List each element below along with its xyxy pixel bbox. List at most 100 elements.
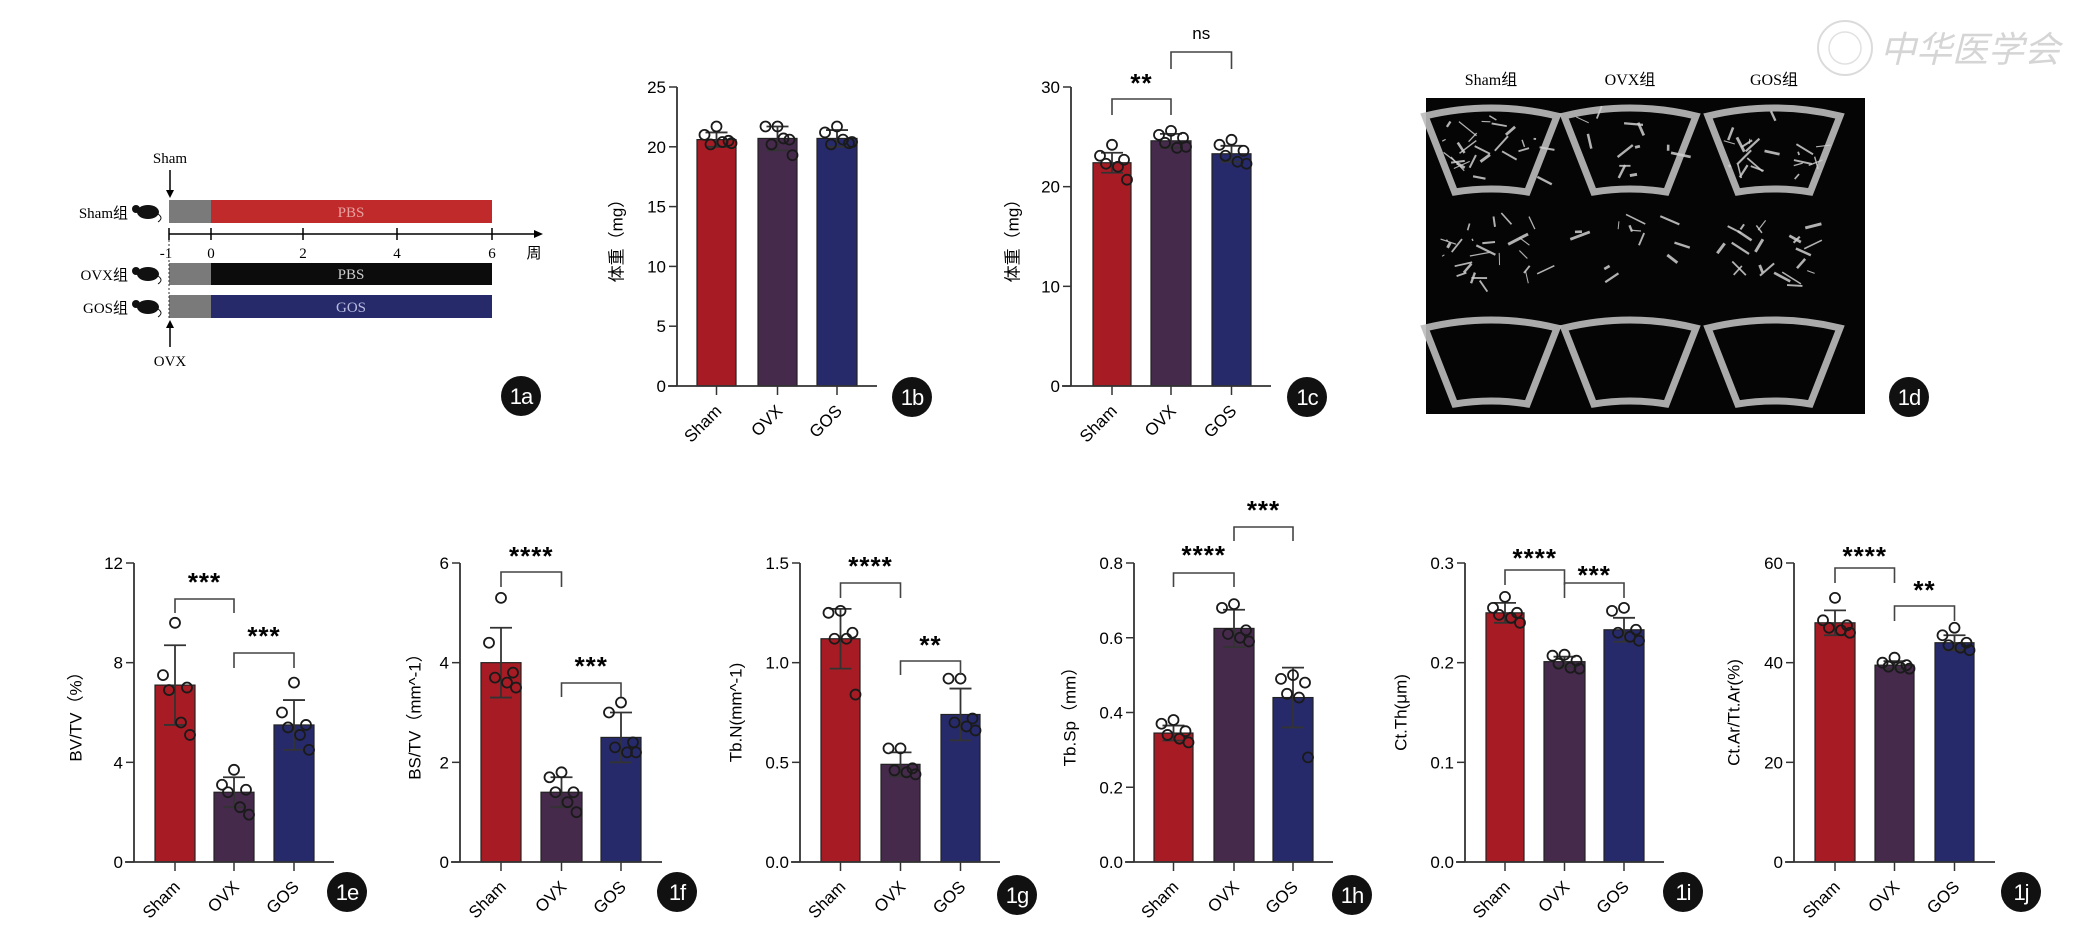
y-axis-label: 体重（mg） <box>1003 191 1022 283</box>
bone-trabecula <box>1459 139 1477 154</box>
x-tick-label: Sham <box>1137 877 1182 922</box>
y-tick-label: 15 <box>647 198 666 217</box>
panel-badge-label: 1g <box>1006 883 1028 908</box>
bone-trabecula <box>1786 284 1803 287</box>
bone-trabecula <box>1491 122 1507 128</box>
data-point <box>1112 160 1124 173</box>
panel-badge-label: 1f <box>669 880 687 905</box>
y-tick-label: 60 <box>1764 554 1783 573</box>
bar-ovx <box>1150 140 1192 387</box>
data-point <box>1633 634 1645 647</box>
y-tick-label: 5 <box>657 317 666 336</box>
significance-bracket <box>1170 51 1233 69</box>
data-point <box>846 626 859 639</box>
data-point <box>1876 656 1889 669</box>
bar-sham <box>820 638 861 863</box>
significance-bracket <box>1504 569 1566 585</box>
bone-trabecula <box>1796 258 1807 269</box>
sham-arrow-head-icon <box>166 190 174 198</box>
data-point <box>1546 649 1559 662</box>
bone-trabecula <box>1793 162 1803 167</box>
watermark: 中华医学会 <box>1817 20 2064 76</box>
y-tick-label: 1.0 <box>765 654 789 673</box>
significance-label: **** <box>848 551 892 581</box>
data-point <box>1963 644 1976 657</box>
bone-trabecula <box>1504 125 1516 136</box>
bone-trabecula <box>1482 240 1496 245</box>
bone-trabecula <box>1806 270 1815 274</box>
data-point <box>1888 651 1901 664</box>
data-point <box>294 729 306 741</box>
data-point <box>1161 729 1174 741</box>
bar-ovx <box>757 137 798 387</box>
y-tick-label: 0 <box>440 853 449 872</box>
group-label-ovx: OVX组 <box>81 267 129 284</box>
data-point <box>822 606 835 619</box>
data-point <box>1216 601 1228 614</box>
significance-bracket <box>1111 98 1172 115</box>
data-point <box>966 712 979 725</box>
data-point <box>543 771 556 784</box>
bone-trabecula <box>1733 265 1743 276</box>
data-point <box>834 604 847 617</box>
bone-trabecula <box>1518 147 1530 153</box>
bone-trabecula <box>1735 136 1746 153</box>
bone-trabecula <box>1666 253 1679 264</box>
bone-trabecula <box>1536 175 1553 186</box>
data-point <box>1618 601 1630 614</box>
bone-trabecula <box>1604 272 1620 284</box>
data-point <box>615 696 627 709</box>
bone-cortex <box>1703 104 1845 196</box>
bar-gos <box>1934 642 1975 863</box>
bar-ovx <box>1543 661 1586 863</box>
data-point <box>1118 153 1130 166</box>
data-point <box>1558 648 1571 661</box>
treatment-label-sham: PBS <box>338 205 365 221</box>
data-point <box>1487 601 1499 614</box>
data-point <box>1171 141 1183 154</box>
data-point <box>710 120 723 133</box>
treatment-bar-ovx <box>211 263 492 285</box>
data-point <box>1106 138 1118 151</box>
y-axis-label: Tb.N(mm^-1) <box>726 663 745 763</box>
chart-1e: Sham OVX GOS 0 4 8 12 BV/TV（%） *** *** 1e <box>66 554 367 922</box>
pre-treatment-bar-sham <box>169 200 211 223</box>
y-tick-label: 20 <box>1764 753 1783 772</box>
data-point <box>698 128 711 141</box>
y-tick-label: 25 <box>647 78 666 97</box>
ovx-arrow-head-icon <box>166 320 174 328</box>
data-point <box>1570 654 1583 667</box>
bone-trabecula <box>1492 216 1496 227</box>
data-point <box>228 763 240 776</box>
data-point <box>561 796 574 809</box>
data-point <box>282 721 294 734</box>
bone-trabecula <box>1479 153 1491 163</box>
y-tick-label: 0.0 <box>1430 853 1454 872</box>
bar-sham <box>1153 732 1194 863</box>
chart-1c: Sham OVX GOS 0 10 20 30 体重（mg） ** ns 1c <box>1003 24 1327 446</box>
timeline-tick: 2 <box>299 246 307 262</box>
data-point <box>495 591 507 604</box>
bone-trabecula <box>1471 238 1474 242</box>
bone-trabecula <box>1813 156 1819 170</box>
bone-trabecula <box>1758 264 1764 274</box>
bone-trabecula <box>1746 157 1764 173</box>
bar-gos <box>940 713 981 863</box>
panel-badge-label: 1j <box>2013 880 2028 905</box>
data-point <box>846 136 858 148</box>
bone-trabecula <box>1754 238 1765 253</box>
treatment-bar-gos <box>211 295 492 318</box>
panel-badge-label: 1b <box>901 385 924 410</box>
data-point <box>510 681 522 694</box>
bone-trabecula <box>1795 247 1812 257</box>
mouse-icon <box>132 267 162 285</box>
data-point <box>1240 157 1253 170</box>
bone-trabecula <box>1815 144 1831 148</box>
bone-trabecula <box>1528 216 1536 230</box>
data-point <box>942 672 955 685</box>
mouse-icon <box>132 300 162 318</box>
data-point <box>771 120 784 133</box>
chart-1b: Sham OVX GOS 0 5 10 15 20 25 体重（mg） 1b <box>607 78 932 446</box>
